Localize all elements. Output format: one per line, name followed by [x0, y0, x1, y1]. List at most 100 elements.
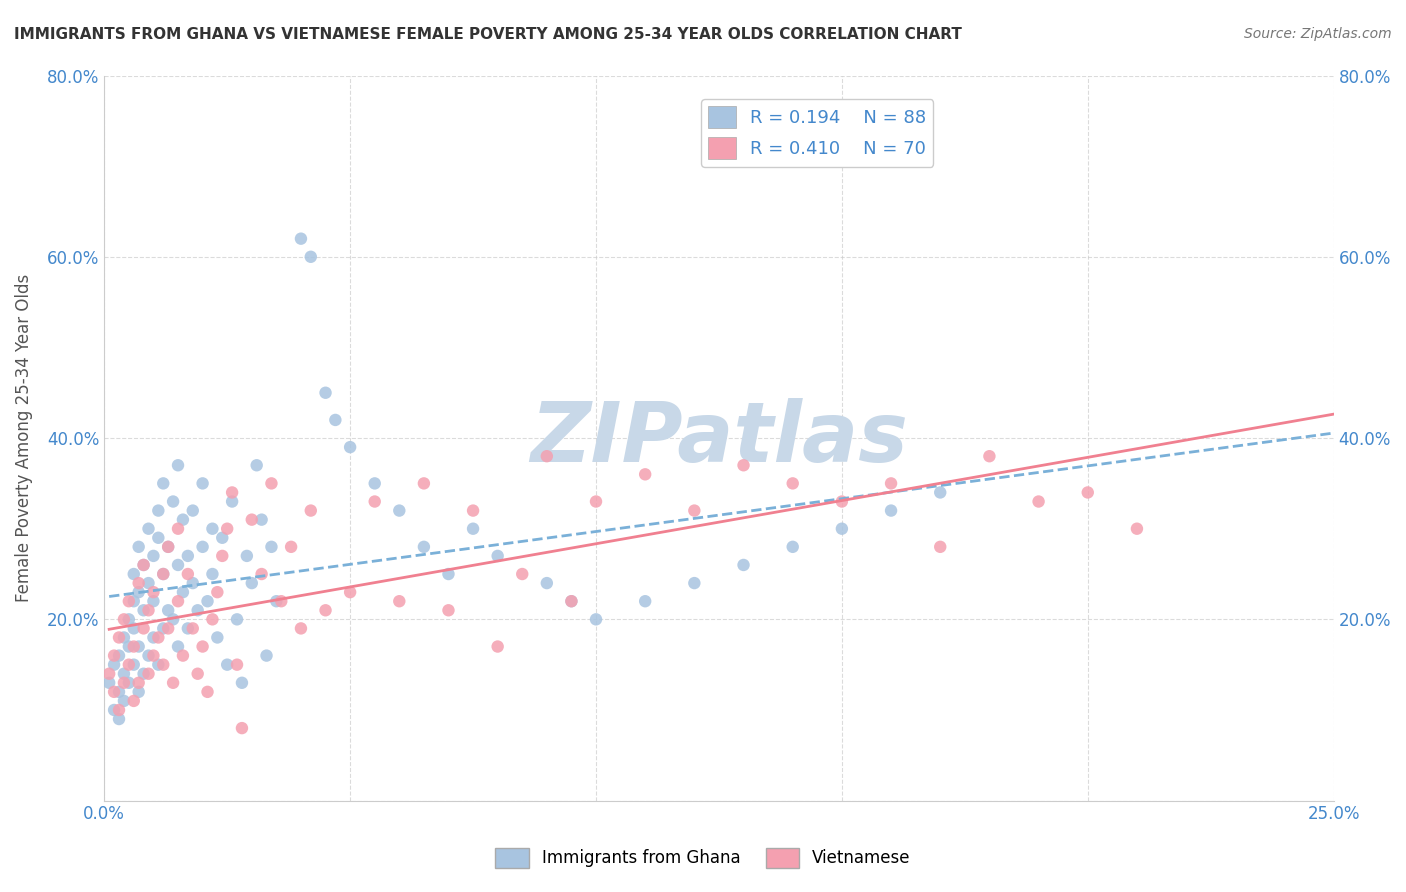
Point — [339, 585, 361, 599]
Point — [240, 576, 263, 591]
Point — [250, 513, 273, 527]
Point — [118, 675, 141, 690]
Point — [98, 675, 121, 690]
Point — [461, 503, 484, 517]
Point — [201, 612, 224, 626]
Point — [142, 585, 165, 599]
Point — [585, 494, 607, 508]
Point — [240, 513, 263, 527]
Point — [733, 558, 755, 572]
Point — [132, 558, 155, 572]
Point — [221, 485, 243, 500]
Point — [831, 494, 853, 508]
Point — [167, 640, 190, 654]
Point — [197, 594, 219, 608]
Point — [128, 675, 150, 690]
Point — [162, 494, 184, 508]
Point — [112, 675, 135, 690]
Point — [211, 549, 233, 563]
Point — [683, 576, 706, 591]
Point — [782, 540, 804, 554]
Point — [187, 603, 209, 617]
Point — [122, 621, 145, 635]
Legend: Immigrants from Ghana, Vietnamese: Immigrants from Ghana, Vietnamese — [489, 841, 917, 875]
Point — [132, 558, 155, 572]
Point — [181, 576, 204, 591]
Point — [152, 567, 174, 582]
Point — [132, 603, 155, 617]
Point — [138, 603, 160, 617]
Point — [221, 494, 243, 508]
Point — [437, 567, 460, 582]
Point — [226, 657, 249, 672]
Point — [388, 503, 411, 517]
Point — [177, 549, 200, 563]
Point — [103, 703, 125, 717]
Point — [122, 694, 145, 708]
Point — [172, 648, 194, 663]
Point — [315, 385, 337, 400]
Point — [148, 631, 170, 645]
Point — [880, 476, 903, 491]
Point — [148, 503, 170, 517]
Point — [733, 458, 755, 473]
Point — [157, 540, 180, 554]
Point — [138, 666, 160, 681]
Point — [157, 621, 180, 635]
Point — [388, 594, 411, 608]
Point — [112, 666, 135, 681]
Point — [142, 549, 165, 563]
Point — [217, 522, 239, 536]
Point — [132, 666, 155, 681]
Point — [112, 694, 135, 708]
Point — [142, 631, 165, 645]
Point — [290, 232, 312, 246]
Point — [315, 603, 337, 617]
Point — [412, 540, 434, 554]
Point — [929, 540, 952, 554]
Point — [536, 449, 558, 463]
Point — [128, 640, 150, 654]
Point — [231, 675, 253, 690]
Point — [250, 567, 273, 582]
Point — [831, 522, 853, 536]
Point — [108, 631, 131, 645]
Point — [211, 531, 233, 545]
Point — [152, 621, 174, 635]
Point — [172, 585, 194, 599]
Point — [118, 657, 141, 672]
Point — [510, 567, 533, 582]
Point — [191, 476, 214, 491]
Point — [118, 594, 141, 608]
Point — [128, 585, 150, 599]
Point — [157, 540, 180, 554]
Point — [191, 540, 214, 554]
Point — [217, 657, 239, 672]
Point — [299, 250, 322, 264]
Point — [339, 440, 361, 454]
Point — [128, 685, 150, 699]
Point — [142, 594, 165, 608]
Point — [132, 621, 155, 635]
Point — [162, 675, 184, 690]
Point — [181, 503, 204, 517]
Point — [103, 648, 125, 663]
Point — [325, 413, 347, 427]
Point — [138, 576, 160, 591]
Text: Source: ZipAtlas.com: Source: ZipAtlas.com — [1244, 27, 1392, 41]
Point — [138, 522, 160, 536]
Point — [148, 531, 170, 545]
Point — [148, 657, 170, 672]
Point — [1077, 485, 1099, 500]
Point — [280, 540, 302, 554]
Point — [152, 476, 174, 491]
Point — [782, 476, 804, 491]
Point — [138, 648, 160, 663]
Point — [167, 458, 190, 473]
Point — [122, 567, 145, 582]
Point — [122, 594, 145, 608]
Point — [226, 612, 249, 626]
Point — [103, 685, 125, 699]
Point — [167, 522, 190, 536]
Point — [236, 549, 259, 563]
